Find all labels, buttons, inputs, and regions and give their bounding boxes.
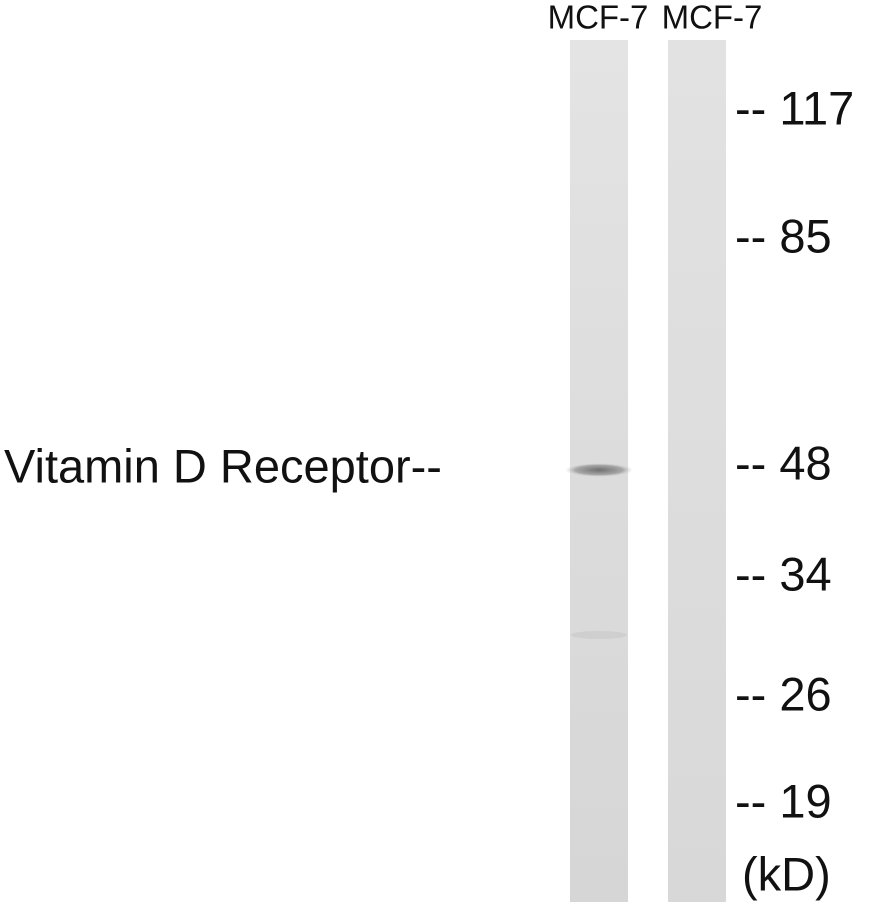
marker-label: -- 19 bbox=[735, 774, 832, 827]
lane-label: MCF-7 bbox=[662, 0, 763, 36]
band bbox=[565, 463, 633, 477]
marker-label: -- 48 bbox=[735, 436, 832, 489]
marker-label: -- 117 bbox=[735, 81, 854, 134]
faint-band bbox=[571, 631, 627, 639]
marker-label: -- 26 bbox=[735, 667, 832, 720]
lane-label: MCF-7 bbox=[548, 0, 649, 36]
lane-2 bbox=[668, 40, 726, 902]
unit-label: (kD) bbox=[742, 847, 831, 900]
marker-label: -- 85 bbox=[735, 209, 832, 262]
band-label: Vitamin D Receptor-- bbox=[4, 439, 442, 492]
marker-label: -- 34 bbox=[735, 547, 832, 600]
